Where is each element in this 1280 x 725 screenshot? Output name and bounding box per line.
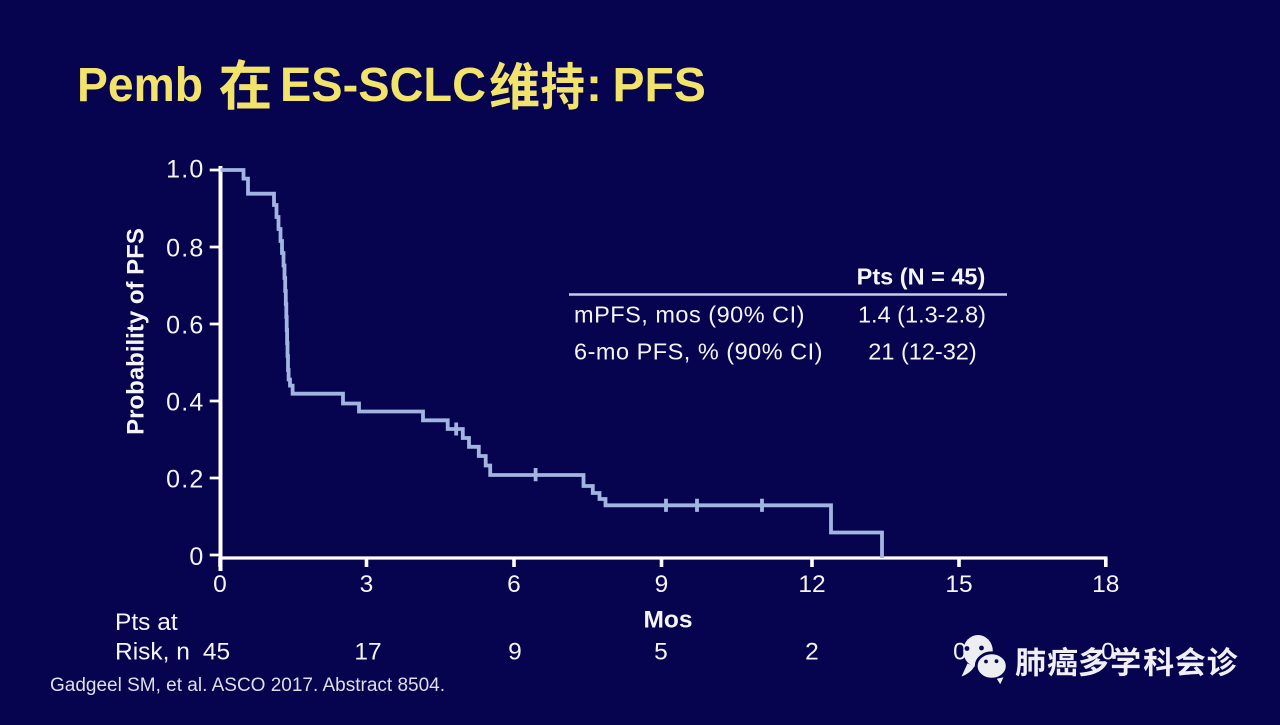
svg-text:9: 9 [508, 638, 522, 665]
svg-text:Mos: Mos [644, 607, 693, 634]
svg-text:Pemb: Pemb [77, 59, 203, 112]
svg-text:1.0: 1.0 [166, 156, 204, 184]
svg-text:1.4 (1.3-2.8): 1.4 (1.3-2.8) [858, 302, 986, 328]
svg-text:3: 3 [360, 571, 374, 598]
svg-text:Risk, n: Risk, n [115, 638, 190, 665]
svg-text:0.8: 0.8 [166, 234, 204, 262]
svg-text:ES-SCLC: ES-SCLC [280, 59, 486, 112]
svg-text::: : [586, 59, 602, 112]
svg-text:0: 0 [1101, 638, 1115, 665]
svg-text:6-mo PFS, % (90% CI): 6-mo PFS, % (90% CI) [574, 339, 823, 365]
svg-text:PFS: PFS [613, 59, 706, 112]
svg-text:21 (12-32): 21 (12-32) [868, 339, 976, 365]
svg-text:0: 0 [189, 543, 204, 571]
svg-text:6: 6 [507, 571, 521, 598]
svg-text:Pts at: Pts at [115, 609, 178, 636]
svg-text:0: 0 [953, 638, 967, 665]
svg-text:15: 15 [945, 571, 972, 598]
svg-text:0.4: 0.4 [166, 388, 204, 416]
svg-text:9: 9 [655, 571, 669, 598]
svg-text:Pts (N = 45): Pts (N = 45) [857, 264, 986, 290]
svg-text:18: 18 [1092, 571, 1119, 598]
svg-text:Probability of PFS: Probability of PFS [123, 228, 150, 435]
svg-text:0: 0 [213, 571, 227, 598]
svg-text:0.2: 0.2 [166, 465, 204, 493]
svg-text:12: 12 [798, 571, 825, 598]
svg-text:45: 45 [203, 638, 230, 665]
svg-text:Gadgeel SM, et al. ASCO 2017.: Gadgeel SM, et al. ASCO 2017. Abstract 8… [50, 675, 445, 696]
svg-text:5: 5 [654, 638, 668, 665]
svg-text:0.6: 0.6 [166, 311, 204, 339]
svg-text:2: 2 [805, 638, 819, 665]
svg-text:mPFS, mos (90% CI): mPFS, mos (90% CI) [574, 302, 805, 328]
svg-text:17: 17 [354, 638, 381, 665]
